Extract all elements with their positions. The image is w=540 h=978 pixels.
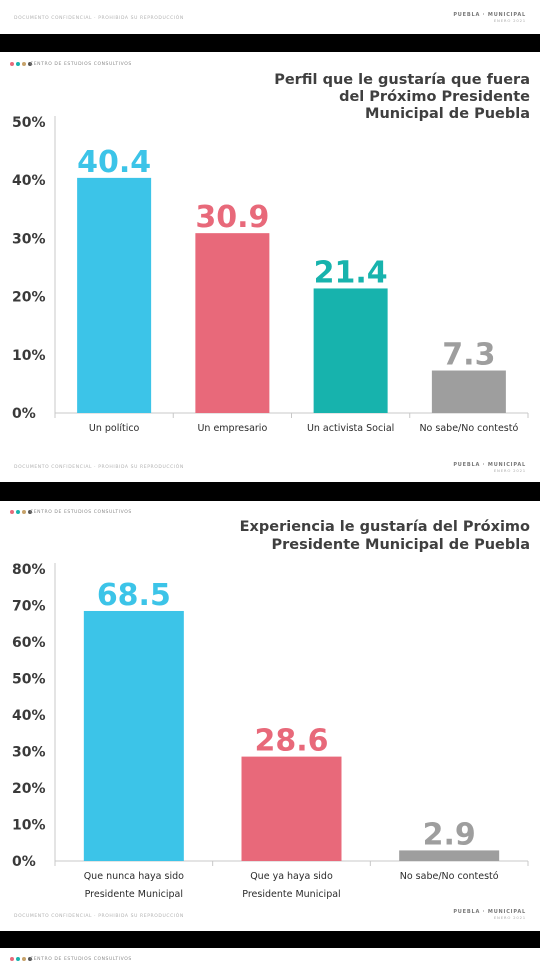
logo-dot bbox=[10, 62, 14, 66]
y-tick-label: 0% bbox=[12, 854, 36, 870]
logo-dot bbox=[22, 957, 26, 961]
category-label: Presidente Municipal bbox=[85, 889, 183, 900]
brand-name: PUEBLA · MUNICIPAL bbox=[453, 909, 526, 915]
data-label: 7.3 bbox=[442, 338, 495, 373]
y-tick-label: 30% bbox=[12, 745, 46, 761]
data-label: 68.5 bbox=[97, 578, 171, 613]
logo-dot bbox=[16, 510, 20, 514]
y-tick-label: 80% bbox=[12, 562, 46, 578]
chart-title-line: Presidente Municipal de Puebla bbox=[271, 537, 530, 553]
y-tick-label: 40% bbox=[12, 708, 46, 724]
slide-experiencia-presidente: CENTRO DE ESTUDIOS CONSULTIVOS Experienc… bbox=[0, 501, 540, 931]
bar-chart-experiencia: 0% 10% 20% 30% 40% 50% 60% 70% 80% 68.5 Que nunca … bbox=[12, 562, 529, 900]
logo-dots bbox=[10, 62, 32, 66]
logo-dot bbox=[28, 957, 32, 961]
chart-title-line: Perfil que le gustaría que fuera bbox=[274, 72, 530, 88]
y-tick-label: 70% bbox=[12, 599, 46, 615]
y-tick-label: 20% bbox=[12, 290, 46, 306]
y-tick-label: 50% bbox=[12, 115, 46, 131]
y-tick-label: 60% bbox=[12, 635, 46, 651]
confidential-notice: DOCUMENTO CONFIDENCIAL · PROHIBIDA SU RE… bbox=[14, 914, 184, 919]
y-tick-label: 10% bbox=[12, 348, 46, 364]
logo-dots bbox=[10, 957, 32, 961]
center-name: CENTRO DE ESTUDIOS CONSULTIVOS bbox=[30, 957, 132, 962]
bar-chart-perfil: 0% 10% 20% 30% 40% 50% 40.4 Un político 30.9 Un e… bbox=[12, 115, 529, 434]
logo-dot bbox=[28, 62, 32, 66]
y-tick-label: 50% bbox=[12, 672, 46, 688]
chart-title: Experiencia le gustaría del Próximo Pres… bbox=[210, 518, 530, 554]
logo-dot bbox=[28, 510, 32, 514]
brand-date: ENERO 2021 bbox=[493, 915, 526, 920]
logo-dot bbox=[16, 957, 20, 961]
category-label: Que nunca haya sido bbox=[84, 871, 184, 882]
confidential-notice: DOCUMENTO CONFIDENCIAL · PROHIBIDA SU RE… bbox=[14, 16, 184, 21]
next-slide-header: CENTRO DE ESTUDIOS CONSULTIVOS bbox=[0, 948, 540, 978]
chart-title-line: del Próximo Presidente bbox=[339, 89, 530, 105]
logo-dot bbox=[22, 510, 26, 514]
category-label: Presidente Municipal bbox=[242, 889, 340, 900]
center-name: CENTRO DE ESTUDIOS CONSULTIVOS bbox=[30, 62, 132, 67]
brand-name: PUEBLA · MUNICIPAL bbox=[453, 462, 526, 468]
brand-logo: PUEBLA · MUNICIPAL ENERO 2021 bbox=[453, 909, 526, 920]
chart-title-line: Experiencia le gustaría del Próximo bbox=[239, 519, 530, 535]
brand-date: ENERO 2021 bbox=[493, 18, 526, 23]
y-tick-label: 0% bbox=[12, 406, 36, 422]
y-tick-label: 10% bbox=[12, 818, 46, 834]
brand-logo: PUEBLA · MUNICIPAL ENERO 2021 bbox=[453, 462, 526, 473]
brand-date: ENERO 2021 bbox=[493, 468, 526, 473]
data-label: 30.9 bbox=[195, 200, 269, 235]
bar bbox=[195, 233, 270, 413]
chart-title: Perfil que le gustaría que fuera del Pró… bbox=[230, 72, 530, 123]
category-label: Un político bbox=[89, 423, 140, 434]
brand-name: PUEBLA · MUNICIPAL bbox=[453, 12, 526, 18]
slide-perfil-presidente: CENTRO DE ESTUDIOS CONSULTIVOS Perfil qu… bbox=[0, 52, 540, 482]
category-label: Que ya haya sido bbox=[250, 871, 333, 882]
logo-dot bbox=[10, 957, 14, 961]
bar bbox=[431, 370, 506, 413]
data-label: 2.9 bbox=[423, 817, 476, 852]
logo-dot bbox=[16, 62, 20, 66]
y-tick-label: 40% bbox=[12, 173, 46, 189]
chart-title-line: Municipal de Puebla bbox=[365, 106, 530, 122]
previous-slide-footer: DOCUMENTO CONFIDENCIAL · PROHIBIDA SU RE… bbox=[0, 0, 540, 34]
y-tick-label: 20% bbox=[12, 781, 46, 797]
data-label: 28.6 bbox=[254, 724, 328, 759]
y-tick-label: 30% bbox=[12, 231, 46, 247]
center-name: CENTRO DE ESTUDIOS CONSULTIVOS bbox=[30, 510, 132, 515]
bar bbox=[77, 177, 152, 413]
confidential-notice: DOCUMENTO CONFIDENCIAL · PROHIBIDA SU RE… bbox=[14, 465, 184, 470]
bar bbox=[399, 850, 500, 861]
category-label: No sabe/No contestó bbox=[419, 423, 518, 434]
bar bbox=[313, 288, 388, 413]
category-label: Un activista Social bbox=[307, 423, 394, 434]
bar bbox=[83, 610, 184, 861]
data-label: 21.4 bbox=[314, 255, 388, 290]
category-label: No sabe/No contestó bbox=[400, 871, 499, 882]
logo-dot bbox=[10, 510, 14, 514]
logo-dots bbox=[10, 510, 32, 514]
data-label: 40.4 bbox=[77, 145, 151, 180]
logo-dot bbox=[22, 62, 26, 66]
category-label: Un empresario bbox=[197, 423, 267, 434]
brand-logo: PUEBLA · MUNICIPAL ENERO 2021 bbox=[453, 12, 526, 23]
bar bbox=[241, 756, 342, 861]
